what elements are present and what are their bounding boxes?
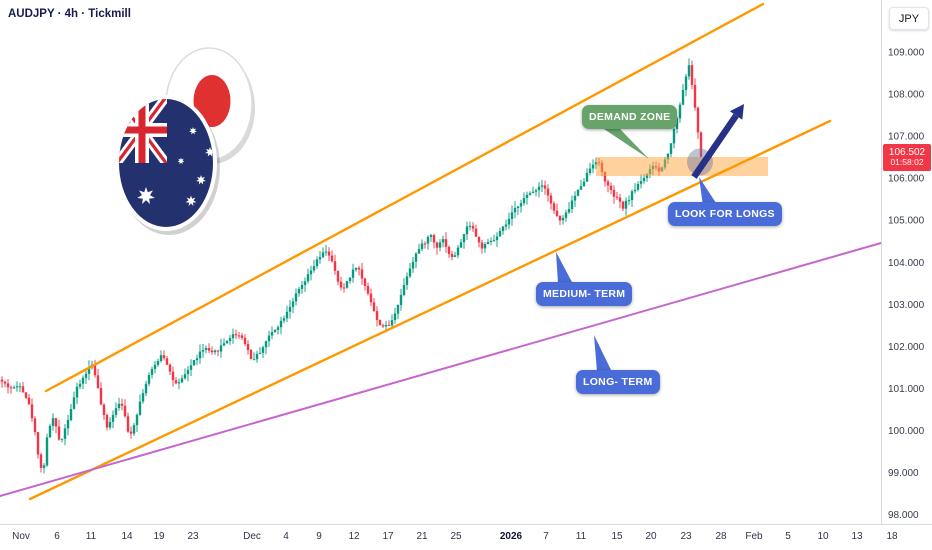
australia-flag-icon xyxy=(115,95,220,235)
svg-text:14: 14 xyxy=(121,531,133,542)
svg-text:20: 20 xyxy=(645,531,657,542)
svg-text:19: 19 xyxy=(153,531,165,542)
svg-text:25: 25 xyxy=(450,531,462,542)
svg-text:107.000: 107.000 xyxy=(888,132,925,143)
bullish-projection-arrow[interactable] xyxy=(691,104,744,179)
svg-text:4: 4 xyxy=(283,531,289,542)
svg-text:104.000: 104.000 xyxy=(888,258,925,269)
svg-text:105.000: 105.000 xyxy=(888,216,925,227)
long-term-label[interactable]: LONG- TERM xyxy=(576,370,660,394)
svg-text:21: 21 xyxy=(416,531,428,542)
svg-text:Nov: Nov xyxy=(12,531,30,542)
svg-text:101.000: 101.000 xyxy=(888,384,925,395)
svg-text:Dec: Dec xyxy=(243,531,261,542)
svg-text:108.000: 108.000 xyxy=(888,90,925,101)
price-axis[interactable]: 109.000 108.000 107.000 106.000 105.000 104.0… xyxy=(888,48,925,522)
svg-text:99.000: 99.000 xyxy=(888,468,919,479)
last-price-badge: 106.502 01:58:02 xyxy=(883,144,931,172)
svg-text:23: 23 xyxy=(187,531,199,542)
long-term-trendline[interactable] xyxy=(0,242,882,497)
svg-text:100.000: 100.000 xyxy=(888,426,925,437)
svg-text:Feb: Feb xyxy=(745,531,763,542)
svg-text:6: 6 xyxy=(54,531,60,542)
svg-text:13: 13 xyxy=(851,531,863,542)
svg-text:10: 10 xyxy=(817,531,829,542)
look-for-longs-label[interactable]: LOOK FOR LONGS xyxy=(668,202,782,226)
medium-term-label[interactable]: MEDIUM- TERM xyxy=(536,282,633,306)
svg-text:17: 17 xyxy=(382,531,394,542)
channel-lower-medium-term-line[interactable] xyxy=(28,119,832,501)
symbol-title[interactable]: AUDJPY · 4h · Tickmill xyxy=(8,8,131,20)
svg-text:15: 15 xyxy=(611,531,623,542)
demand-zone-rect[interactable] xyxy=(596,157,768,176)
svg-text:5: 5 xyxy=(785,531,791,542)
channel-upper-line[interactable] xyxy=(44,2,765,393)
svg-text:28: 28 xyxy=(715,531,727,542)
svg-text:7: 7 xyxy=(543,531,549,542)
svg-text:11: 11 xyxy=(576,531,587,542)
svg-text:106.000: 106.000 xyxy=(888,174,925,185)
svg-text:23: 23 xyxy=(680,531,692,542)
bar-countdown: 01:58:02 xyxy=(890,157,924,168)
callout-tails xyxy=(556,129,718,372)
svg-text:102.000: 102.000 xyxy=(888,342,925,353)
svg-text:11: 11 xyxy=(86,531,97,542)
svg-text:18: 18 xyxy=(886,531,898,542)
svg-text:2026: 2026 xyxy=(500,531,523,542)
svg-text:12: 12 xyxy=(348,531,360,542)
last-price-value: 106.502 xyxy=(888,146,926,158)
svg-text:103.000: 103.000 xyxy=(888,300,925,311)
demand-zone-label[interactable]: DEMAND ZONE xyxy=(582,105,678,129)
svg-text:109.000: 109.000 xyxy=(888,48,925,59)
currency-button[interactable]: JPY xyxy=(889,7,929,30)
candles-layer xyxy=(0,58,703,474)
svg-text:9: 9 xyxy=(316,531,322,542)
time-axis[interactable]: Nov 6 11 14 19 23 Dec 4 9 12 17 21 25 2026 7 11 15 20 23 28… xyxy=(12,531,898,542)
svg-text:98.000: 98.000 xyxy=(888,510,919,521)
currency-pair-flags xyxy=(115,47,255,235)
